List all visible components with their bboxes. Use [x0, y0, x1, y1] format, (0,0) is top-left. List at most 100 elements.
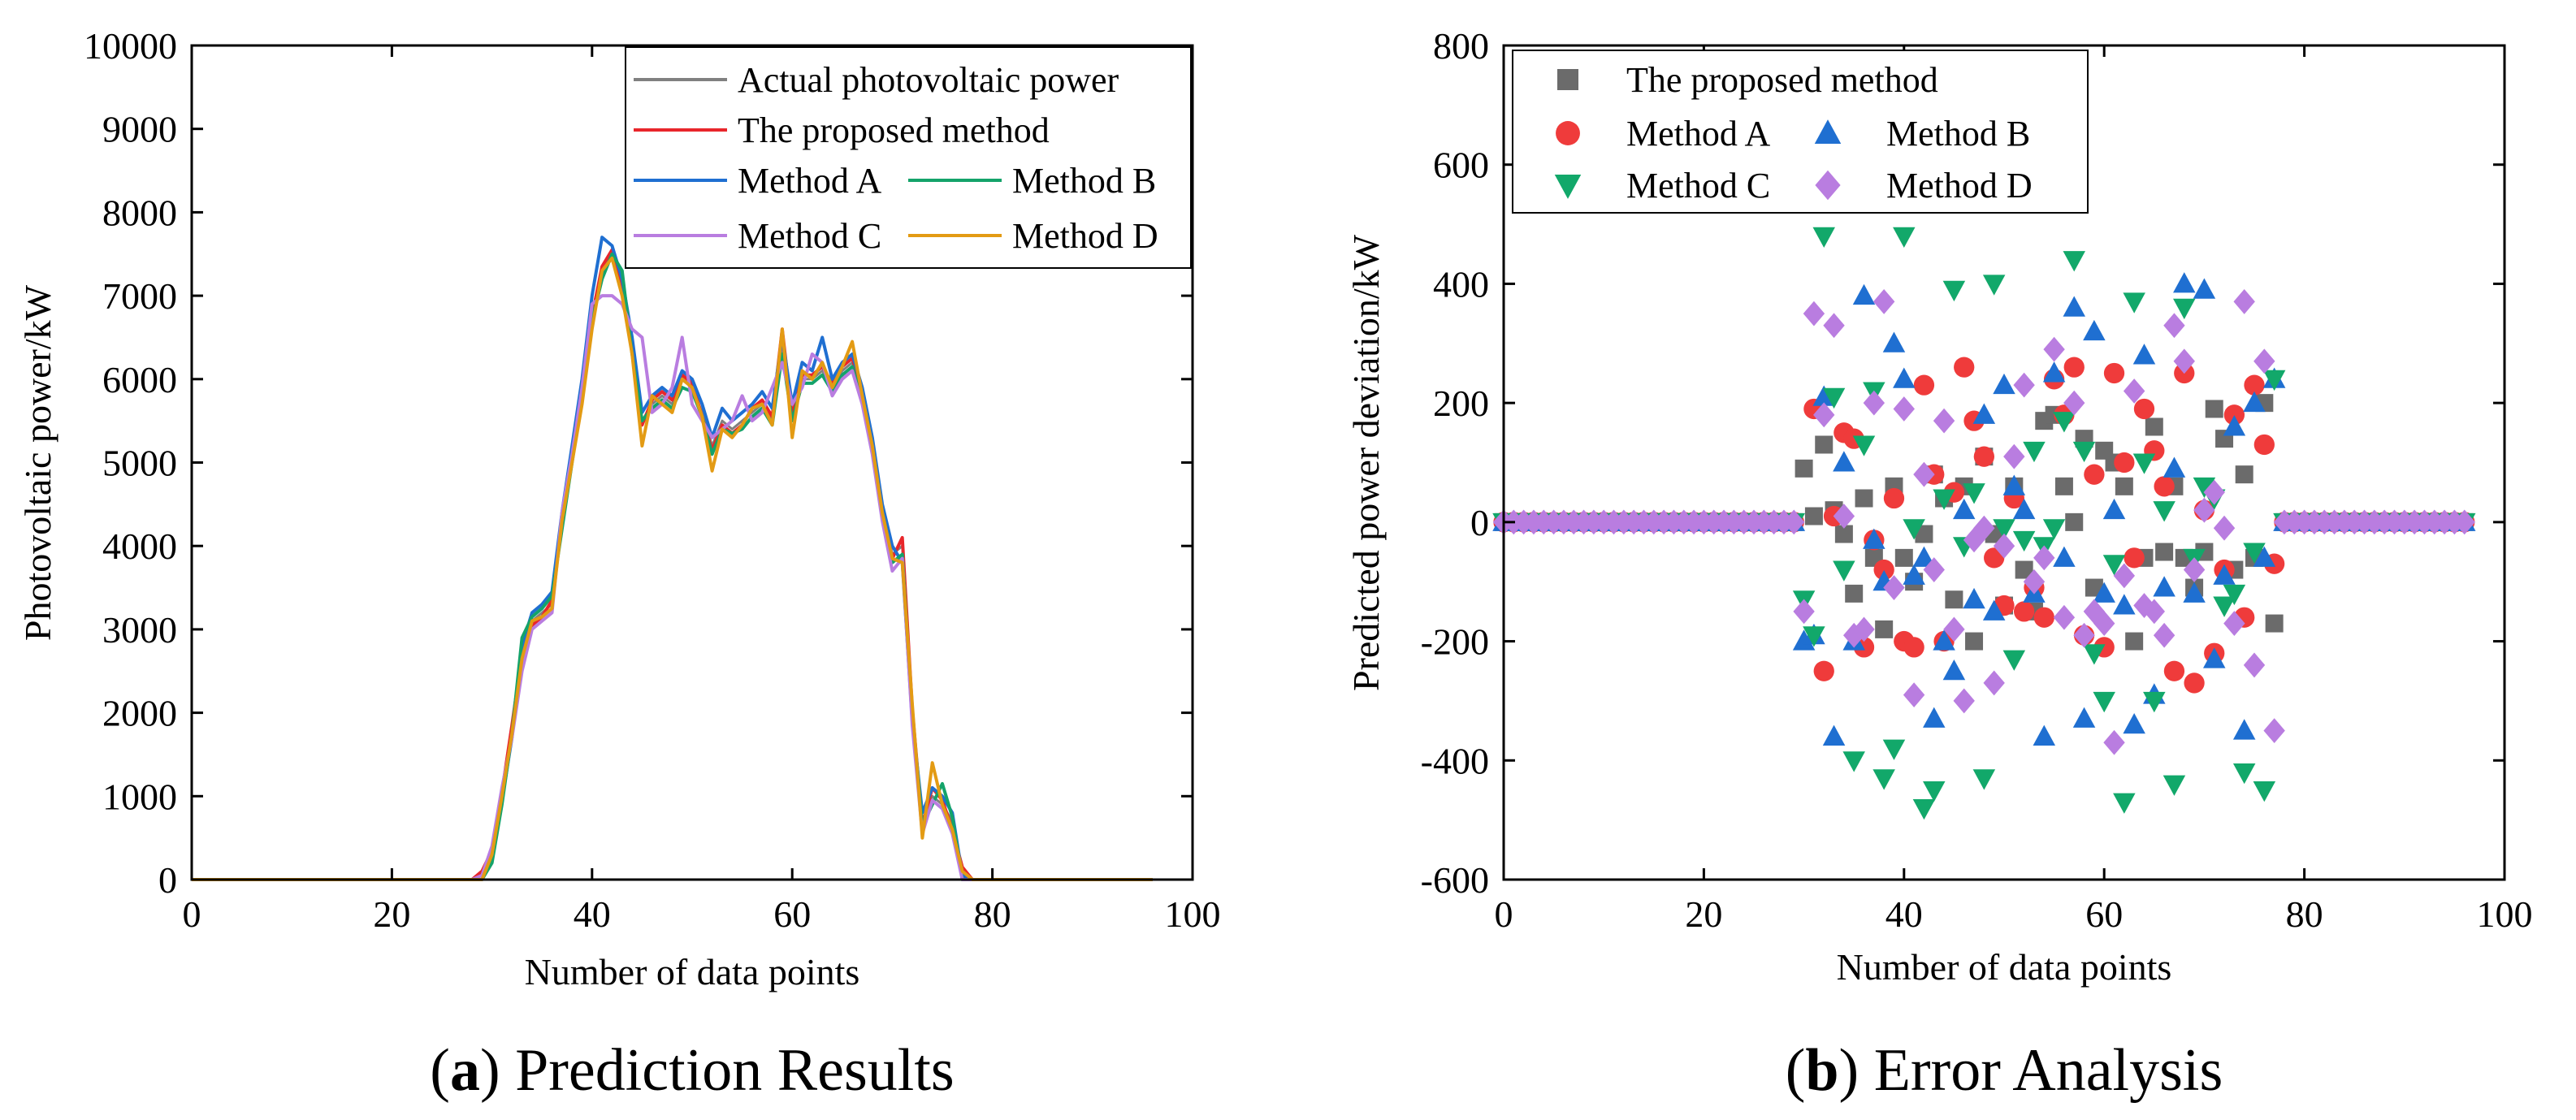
point-the-proposed-method — [1894, 548, 1913, 567]
point-method-a — [2013, 601, 2035, 622]
legend-label-the-proposed-method: The proposed method — [1626, 60, 1938, 100]
point-method-c — [2232, 763, 2256, 785]
point-method-b — [2093, 582, 2115, 603]
point-method-b — [1792, 629, 1816, 651]
point-method-a — [2063, 357, 2085, 378]
point-method-b — [2102, 498, 2126, 520]
point-method-b — [1852, 283, 1876, 305]
point-method-d — [2013, 372, 2035, 398]
point-method-b — [2072, 707, 2096, 728]
point-method-c — [2072, 441, 2096, 463]
point-method-d — [2133, 593, 2155, 618]
point-method-c — [1982, 275, 2006, 296]
point-method-b — [1833, 451, 1855, 472]
point-method-c — [2063, 251, 2085, 272]
panel-b-frame — [1502, 44, 2506, 881]
point-method-c — [2113, 793, 2136, 814]
panel-b-error-analysis: 0 20 40 60 80 100 -600 -400 -200 0 200 400 600 800 Pr… — [1345, 25, 2533, 1104]
point-method-c — [2012, 530, 2036, 552]
panel-a-ticks: 0 20 40 60 80 1000100020003000400050006000700… — [84, 25, 1221, 935]
point-the-proposed-method — [1795, 459, 1813, 478]
legend-label-method-c: Method C — [738, 216, 881, 256]
point-method-c — [2123, 292, 2145, 314]
point-method-d — [1853, 616, 1875, 642]
a0-ytick-label: 10000 — [84, 25, 177, 67]
point-the-proposed-method — [2065, 512, 2084, 531]
point-method-d — [1963, 527, 1985, 553]
point-method-d — [1893, 396, 1915, 422]
point-method-d — [2003, 443, 2025, 469]
point-method-a — [2033, 607, 2054, 628]
point-method-d — [1983, 670, 2005, 696]
point-the-proposed-method — [1915, 525, 1933, 543]
point-method-c — [1852, 435, 1876, 456]
point-method-b — [1972, 403, 1996, 424]
point-the-proposed-method — [1804, 507, 1823, 525]
point-method-c — [1803, 626, 1825, 647]
point-the-proposed-method — [2265, 614, 2284, 633]
point-method-c — [1972, 769, 1996, 790]
point-method-d — [2203, 479, 2225, 505]
point-method-d — [2023, 569, 2046, 595]
a0-ytick-label: 3000 — [102, 609, 177, 651]
point-method-b — [2033, 724, 2056, 746]
point-method-b — [2243, 391, 2266, 413]
panel-b-ylabel: Predicted power deviation/kW — [1345, 234, 1387, 691]
point-method-d — [1943, 616, 1965, 642]
point-method-d — [1923, 557, 1945, 582]
point-method-b — [2173, 272, 2196, 293]
point-method-d — [2063, 390, 2085, 416]
point-method-c — [1812, 227, 1835, 249]
svg-text:(a) Prediction Results: (a) Prediction Results — [430, 1037, 954, 1104]
a0-ytick-label: 9000 — [102, 109, 177, 150]
point-method-b — [2213, 564, 2236, 585]
panel-a-label: a — [450, 1037, 480, 1104]
point-method-c — [1933, 489, 1955, 510]
point-the-proposed-method — [1875, 620, 1894, 638]
point-method-a — [1913, 374, 1935, 396]
point-method-b — [1863, 528, 1885, 549]
point-method-a — [1903, 637, 1924, 658]
point-method-c — [1963, 483, 1985, 504]
point-the-proposed-method — [2155, 543, 2174, 561]
point-method-a — [2154, 476, 2175, 497]
panel-b-ticks: 0 20 40 60 80 100 -600 -400 -200 0 200 400 600 800 — [1421, 25, 2533, 935]
point-method-b — [2053, 546, 2076, 567]
point-method-d — [2123, 378, 2145, 404]
point-the-proposed-method — [1815, 435, 1834, 454]
legend-marker-the-proposed-method — [1557, 69, 1578, 90]
point-zero-method-d — [1783, 509, 1805, 535]
point-method-d — [2243, 652, 2266, 678]
point-method-a — [2253, 434, 2275, 456]
panel-b-legend: The proposed method Method A Method B Metho… — [1512, 50, 2089, 214]
point-method-d — [2103, 729, 2125, 755]
legend-marker-method-a — [1556, 121, 1580, 145]
point-method-b — [2063, 296, 2085, 317]
point-method-d — [2033, 545, 2055, 571]
point-method-d — [1913, 461, 1935, 487]
panel-b-legend-box — [1512, 50, 2089, 214]
point-method-c — [2002, 650, 2026, 671]
point-method-b — [1882, 331, 1906, 352]
a0-xtick-label: 40 — [574, 893, 611, 935]
a0-xtick-label: 80 — [974, 893, 1011, 935]
point-method-d — [1933, 408, 1955, 434]
legend-label-method-a: Method A — [738, 161, 881, 201]
a0-ytick-label: 5000 — [102, 443, 177, 484]
point-method-c — [2132, 453, 2156, 474]
point-method-b — [1982, 599, 2006, 621]
point-method-a — [2244, 374, 2265, 396]
point-method-b — [2113, 594, 2136, 615]
point-method-b — [1993, 373, 2015, 395]
point-method-c — [2102, 555, 2126, 576]
point-method-d — [1863, 390, 1885, 416]
point-method-a — [1873, 559, 1894, 581]
point-method-b — [1933, 629, 1955, 651]
panel-b-xlabel: Number of data points — [1837, 946, 2172, 988]
point-method-c — [2243, 543, 2266, 564]
point-method-b — [2012, 498, 2036, 520]
point-method-c — [1822, 387, 1846, 409]
legend-label-the-proposed-method: The proposed method — [738, 110, 1050, 150]
point-method-d — [1883, 575, 1905, 600]
